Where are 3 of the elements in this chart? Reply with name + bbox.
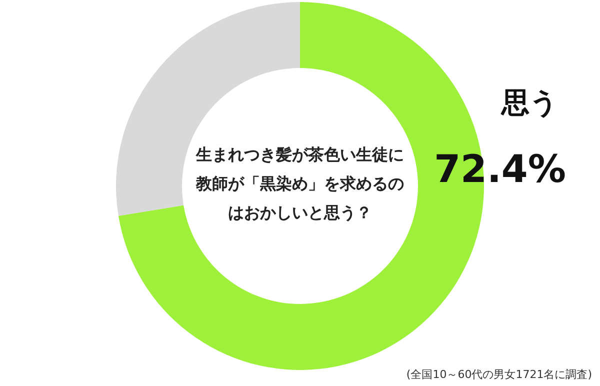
- slice-label: 思う: [500, 86, 558, 119]
- text: 生まれつき髪が茶色い生徒に教師が「黒染め」を求めるのはおかしいと思う？: [194, 144, 405, 224]
- text: (全国10～60代の男女1721名に調査): [406, 367, 592, 382]
